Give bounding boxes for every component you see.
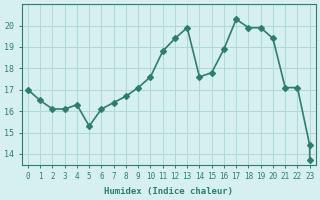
X-axis label: Humidex (Indice chaleur): Humidex (Indice chaleur): [104, 187, 233, 196]
